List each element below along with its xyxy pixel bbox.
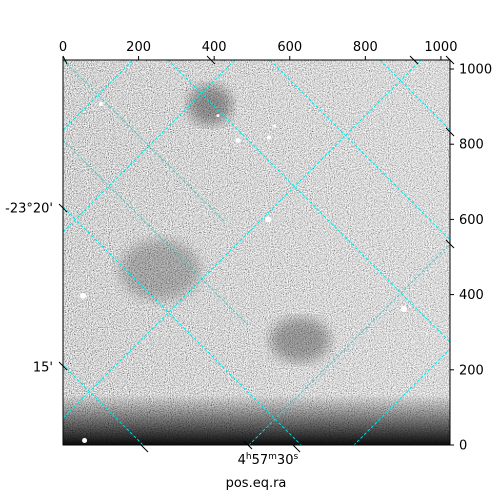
x-tick-label: 0 — [59, 40, 67, 55]
y-tick-label: 1000 — [459, 63, 492, 78]
world-tick — [409, 55, 419, 65]
x-axis-top: 0 200 400 600 800 1000 — [59, 40, 457, 60]
world-ticks — [58, 55, 455, 453]
x-tick-label: 600 — [277, 40, 302, 55]
world-tick — [62, 55, 68, 65]
bright-source — [80, 292, 87, 299]
bright-source — [273, 124, 277, 128]
y-tick-label: 600 — [459, 213, 484, 228]
world-tick — [291, 443, 301, 453]
x-tick-label: 200 — [126, 40, 151, 55]
world-tick — [445, 239, 455, 249]
coordinate-grid-line — [353, 348, 450, 445]
world-tick — [206, 55, 216, 65]
y-tick-label: 400 — [459, 288, 484, 303]
world-tick — [243, 440, 253, 450]
world-coordinate-labels: 4h57m30s -23°20' 15' — [5, 202, 298, 468]
world-tick — [58, 203, 68, 213]
y-axis-right: 0 200 400 600 800 1000 — [450, 63, 492, 454]
x-tick-label: 1000 — [424, 40, 457, 55]
coordinate-grid-line — [269, 60, 450, 241]
bright-source — [82, 437, 88, 443]
bright-source — [400, 305, 407, 312]
world-tick — [139, 443, 149, 453]
x-tick-label: 400 — [202, 40, 227, 55]
coordinate-grid-line — [63, 60, 226, 223]
bright-source — [235, 137, 241, 143]
bright-source — [216, 114, 220, 118]
x-tick-label: 800 — [353, 40, 378, 55]
world-tick — [445, 55, 455, 65]
y-tick-label: 800 — [459, 138, 484, 153]
plot-frame — [62, 59, 451, 446]
dec-tick-label: -23°20' — [5, 202, 53, 217]
dec-tick-label: 15' — [33, 360, 53, 375]
ra-tick-label: 4h57m30s — [238, 452, 299, 468]
coordinate-grid-line — [167, 60, 450, 343]
x-axis-label: pos.eq.ra — [226, 476, 287, 491]
y-tick-label: 0 — [459, 439, 467, 454]
coordinate-grid-line — [63, 364, 144, 445]
world-tick — [445, 127, 455, 137]
coordinate-grid-line — [379, 60, 450, 131]
coordinate-grid-line — [63, 139, 249, 326]
bright-source — [265, 216, 272, 223]
sky-image — [63, 60, 450, 445]
y-tick-label: 200 — [459, 363, 484, 378]
coordinate-grid-line — [248, 243, 450, 445]
coordinate-grid-line — [63, 206, 302, 445]
world-tick — [58, 361, 68, 371]
bright-source — [98, 101, 103, 106]
bright-source — [266, 135, 271, 140]
coordinate-grid-line — [63, 60, 236, 233]
coordinate-grid-line — [63, 60, 134, 131]
coordinate-grid-line — [63, 60, 422, 419]
